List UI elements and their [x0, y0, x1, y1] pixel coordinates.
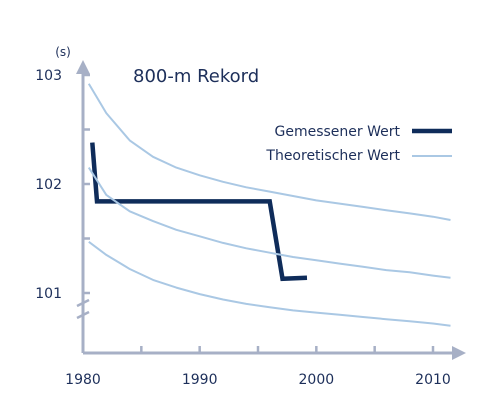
y-tick-label: 101 — [35, 286, 62, 302]
x-tick-label: 1990 — [182, 372, 218, 388]
y-tick-label: 102 — [35, 177, 62, 193]
axes-layer — [76, 60, 466, 360]
x-tick-label: 2000 — [299, 372, 335, 388]
series-line-theoretical-1 — [87, 83, 451, 221]
x-axis-arrow — [452, 346, 466, 360]
series-line-theoretical-3 — [88, 240, 451, 327]
legend-label-measured: Gemessener Wert — [275, 124, 401, 140]
series-line-measured — [90, 142, 308, 282]
series-layer — [87, 83, 451, 327]
x-tick-label: 1980 — [65, 372, 101, 388]
legend-label-theoretical: Theoretischer Wert — [265, 148, 400, 164]
legend: Gemessener Wert Theoretischer Wert — [265, 124, 452, 164]
ticks-layer: 1980 1990 2000 2010 101 102 103 — [35, 68, 451, 388]
series-line-theoretical-2 — [87, 167, 451, 279]
y-axis-arrow — [76, 60, 90, 74]
y-axis-unit-label: (s) — [55, 45, 71, 59]
y-axis-break-mark — [76, 310, 90, 320]
y-tick-label: 103 — [35, 68, 62, 84]
x-tick-label: 2010 — [415, 372, 451, 388]
y-axis-break-mark — [76, 298, 90, 308]
chart-title: 800-m Rekord — [133, 66, 259, 87]
